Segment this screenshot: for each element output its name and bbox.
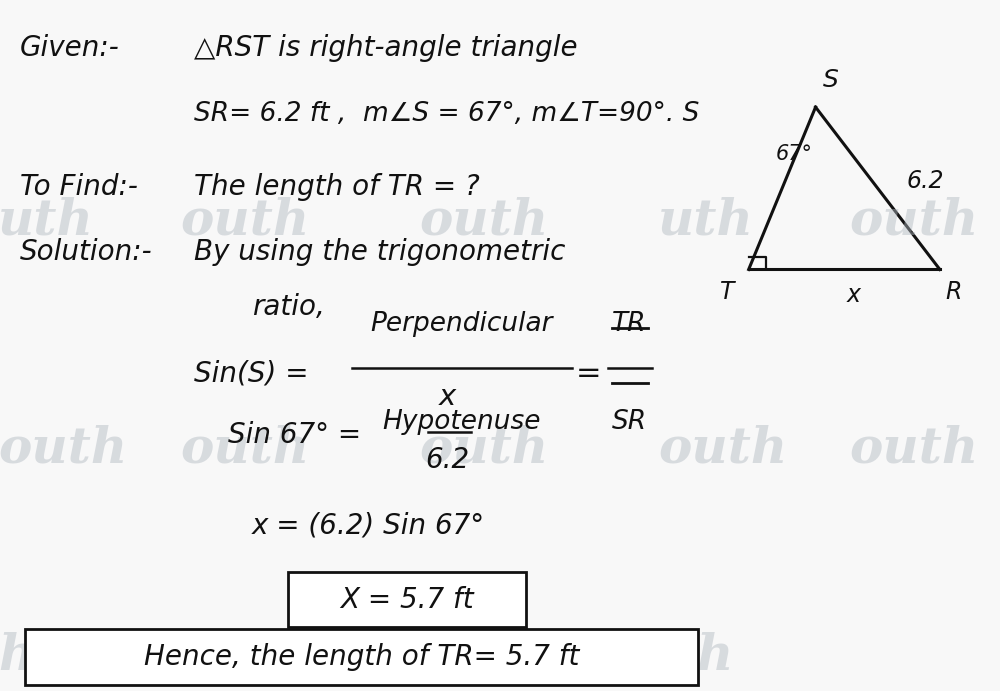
Text: To Find:-: To Find:- (20, 173, 138, 200)
Text: Hence, the length of TR= 5.7 ft: Hence, the length of TR= 5.7 ft (144, 643, 579, 671)
FancyBboxPatch shape (288, 572, 526, 627)
Text: 67°: 67° (776, 144, 813, 164)
Text: Hypotenuse: Hypotenuse (383, 409, 541, 435)
Text: x: x (847, 283, 861, 307)
Text: Sin(S) =: Sin(S) = (194, 359, 309, 387)
Text: outh: outh (0, 425, 127, 473)
Text: outh: outh (658, 425, 787, 473)
Text: S: S (823, 68, 839, 92)
Text: outh: outh (849, 425, 978, 473)
Text: Perpendicular: Perpendicular (371, 311, 553, 337)
FancyBboxPatch shape (25, 629, 698, 685)
Text: uth: uth (0, 197, 94, 245)
Text: outh: outh (180, 197, 309, 245)
Text: Sin 67° =: Sin 67° = (228, 422, 361, 449)
Text: SR: SR (612, 409, 647, 435)
Text: x: x (439, 383, 456, 411)
Text: The length of TR = ?: The length of TR = ? (194, 173, 480, 200)
Text: outh: outh (419, 425, 548, 473)
Text: uth: uth (658, 197, 754, 245)
Text: Solution:-: Solution:- (20, 238, 153, 266)
Text: h: h (696, 632, 732, 681)
Text: 6.2: 6.2 (425, 446, 470, 474)
Text: 6.2: 6.2 (906, 169, 944, 193)
Text: h: h (457, 632, 493, 681)
Text: outh: outh (419, 197, 548, 245)
Text: By using the trigonometric: By using the trigonometric (194, 238, 566, 266)
Text: Given:-: Given:- (20, 35, 120, 62)
Text: X = 5.7 ft: X = 5.7 ft (341, 586, 474, 614)
Text: R: R (945, 280, 961, 304)
Text: =: = (576, 359, 602, 388)
Text: outh: outh (180, 425, 309, 473)
Text: SR= 6.2 ft ,  m∠S = 67°, m∠T=90°. S: SR= 6.2 ft , m∠S = 67°, m∠T=90°. S (194, 101, 700, 127)
Text: T: T (720, 280, 735, 304)
Text: ratio,: ratio, (252, 294, 324, 321)
Text: h: h (0, 632, 35, 681)
Text: △RST is right-angle triangle: △RST is right-angle triangle (194, 35, 578, 62)
Text: outh: outh (849, 197, 978, 245)
Text: x = (6.2) Sin 67°: x = (6.2) Sin 67° (252, 511, 485, 539)
Text: TR: TR (612, 311, 646, 337)
Text: h: h (218, 632, 254, 681)
